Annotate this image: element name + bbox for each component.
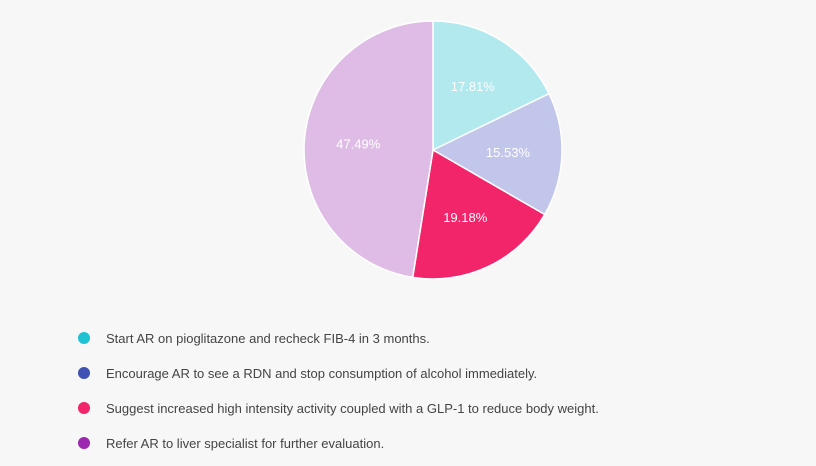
legend-item-rdn-alcohol[interactable]: Encourage AR to see a RDN and stop consu… [78, 361, 599, 385]
legend-dot-icon [78, 332, 90, 344]
legend-dot-icon [78, 437, 90, 449]
pie-slice-label-3: 47.49% [336, 137, 381, 152]
legend-dot-icon [78, 367, 90, 379]
legend-label: Start AR on pioglitazone and recheck FIB… [106, 330, 430, 346]
pie-slices [303, 20, 563, 280]
pie-chart: 17.81% 15.53% 19.18% 47.49% [303, 20, 563, 280]
pie-slice-label-1: 15.53% [486, 145, 531, 160]
legend-label: Encourage AR to see a RDN and stop consu… [106, 365, 538, 381]
legend-item-glp1-activity[interactable]: Suggest increased high intensity activit… [78, 396, 599, 420]
pie-slice-label-0: 17.81% [451, 79, 496, 94]
pie-slice-0[interactable] [432, 20, 551, 152]
pie-slice-3[interactable] [303, 20, 434, 279]
legend-dot-icon [78, 402, 90, 414]
legend: Start AR on pioglitazone and recheck FIB… [78, 326, 599, 466]
pie-slice-labels: 17.81% 15.53% 19.18% 47.49% [336, 79, 530, 225]
legend-item-liver-specialist[interactable]: Refer AR to liver specialist for further… [78, 431, 599, 455]
pie-slice-1[interactable] [431, 92, 563, 216]
pie-slice-label-2: 19.18% [443, 210, 488, 225]
legend-label: Suggest increased high intensity activit… [106, 400, 599, 416]
legend-item-pioglitazone[interactable]: Start AR on pioglitazone and recheck FIB… [78, 326, 599, 350]
pie-slice-2[interactable] [411, 148, 546, 280]
legend-label: Refer AR to liver specialist for further… [106, 435, 385, 451]
